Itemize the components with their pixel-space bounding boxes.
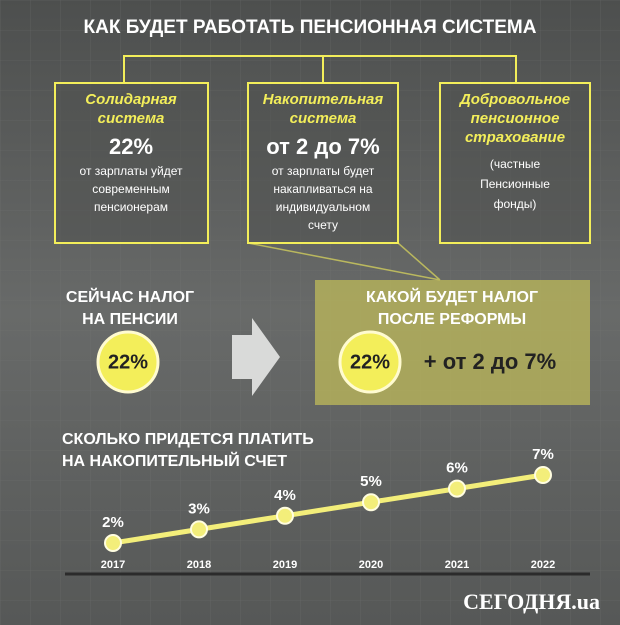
box-text: современным [92, 182, 170, 196]
connector [247, 242, 441, 281]
x-tick-label: 2022 [531, 559, 555, 571]
box-text: (частные [490, 157, 541, 171]
point [276, 506, 294, 525]
box-text: счету [308, 218, 338, 232]
line [112, 472, 544, 546]
x-tick-label: 2020 [359, 559, 383, 571]
x-tick-label: 2019 [273, 559, 297, 571]
x-tick-label: 2018 [187, 559, 211, 571]
box-title: Солидарная [85, 91, 177, 108]
value-label: 6% [446, 460, 468, 477]
box-title: система [290, 110, 357, 127]
box [54, 82, 209, 244]
chart-title: СКОЛЬКО ПРИДЕТСЯ ПЛАТИТЬ [62, 431, 314, 448]
box [247, 82, 399, 244]
point [362, 493, 380, 512]
arrow [232, 318, 280, 396]
value-label: 4% [274, 487, 296, 504]
box-text: пенсионерам [94, 200, 168, 214]
x-tick-label: 2017 [101, 559, 125, 571]
box-text: от зарплаты уйдет [80, 164, 183, 178]
current-title: СЕЙЧАС НАЛОГ [66, 287, 194, 306]
box-text: накапливаться на [273, 182, 373, 196]
box-text: от зарплаты будет [272, 164, 375, 178]
box-title: Накопительная [263, 91, 384, 108]
chart-title: НА НАКОПИТЕЛЬНЫЙ СЧЕТ [62, 451, 287, 470]
box-number: 22% [109, 134, 153, 159]
title: КАК БУДЕТ РАБОТАТЬ ПЕНСИОННАЯ СИСТЕМА [84, 17, 537, 38]
value-label: 3% [188, 500, 210, 517]
box-number: от 2 до 7% [266, 134, 379, 159]
reform-extra: + от 2 до 7% [424, 349, 556, 374]
logo: СЕГОДНЯ.ua [463, 589, 600, 614]
box-title: пенсионное [471, 110, 560, 127]
box-title: система [98, 110, 165, 127]
box [439, 82, 591, 244]
rate-circle [96, 330, 160, 394]
box-text: Пенсионные [480, 177, 550, 191]
box-title: страхование [465, 129, 565, 146]
x-tick-label: 2021 [445, 559, 469, 571]
current-rate: 22% [108, 351, 148, 373]
rate-circle [338, 330, 402, 394]
point [448, 479, 466, 498]
bracket [123, 55, 517, 83]
reform-title: ПОСЛЕ РЕФОРМЫ [378, 311, 526, 328]
reform-title: КАКОЙ БУДЕТ НАЛОГ [366, 287, 538, 306]
point [534, 466, 552, 484]
box-text: индивидуальном [276, 200, 370, 214]
box-text: фонды) [494, 197, 537, 211]
value-label: 7% [532, 446, 554, 463]
value-label: 2% [102, 514, 124, 531]
reform-rate: 22% [350, 351, 390, 373]
value-label: 5% [360, 473, 382, 490]
point [104, 534, 122, 552]
point [190, 520, 208, 539]
current-title: НА ПЕНСИИ [82, 311, 178, 328]
box-title: Добровольное [458, 91, 570, 108]
